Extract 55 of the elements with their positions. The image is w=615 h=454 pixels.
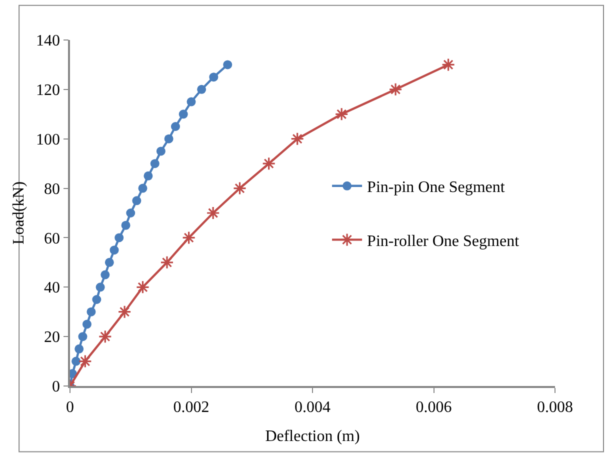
point <box>223 60 232 70</box>
x-tick-label: 0 <box>66 398 74 416</box>
point <box>78 332 88 342</box>
point <box>334 107 348 121</box>
point <box>156 146 166 156</box>
point <box>118 305 132 319</box>
point <box>72 356 81 366</box>
legend-label: Pin-roller One Segment <box>367 232 520 250</box>
point <box>98 330 112 344</box>
point <box>178 110 188 119</box>
x-axis-title: Deflection (m) <box>265 428 360 446</box>
point <box>78 354 92 368</box>
y-tick-label: 100 <box>36 131 60 148</box>
y-tick-label: 40 <box>44 280 60 297</box>
point <box>150 159 160 168</box>
y-axis-title: Load(kN) <box>10 181 28 245</box>
y-tick-label: 120 <box>36 82 60 100</box>
point <box>104 258 114 267</box>
point <box>92 295 102 304</box>
point <box>186 97 196 106</box>
point <box>232 181 247 196</box>
point <box>114 233 124 242</box>
point <box>206 206 220 220</box>
point <box>121 220 130 230</box>
y-tick-label: 20 <box>44 329 60 346</box>
x-tick-label: 0.006 <box>416 398 452 416</box>
point <box>126 208 136 218</box>
point <box>164 134 174 144</box>
legend-label: Pin-pin One Segment <box>367 179 506 196</box>
point <box>197 84 206 94</box>
point <box>136 280 150 294</box>
y-tick-label: 60 <box>44 230 60 248</box>
point <box>170 122 180 131</box>
point <box>144 171 153 180</box>
point <box>182 230 196 245</box>
point <box>442 58 456 72</box>
point <box>110 246 119 255</box>
point <box>74 344 84 354</box>
x-tick-label: 0.002 <box>173 398 210 416</box>
point <box>96 282 105 292</box>
point <box>290 132 304 146</box>
y-tick-label: 80 <box>44 180 60 198</box>
point <box>86 307 96 316</box>
point <box>82 320 92 329</box>
point <box>209 72 218 82</box>
point <box>262 156 276 170</box>
point <box>132 196 142 206</box>
point <box>138 184 148 193</box>
y-tick-label: 0 <box>52 378 60 396</box>
x-tick-label: 0.004 <box>294 398 330 416</box>
point <box>160 256 174 270</box>
point <box>388 82 402 96</box>
y-tick-label: 140 <box>36 32 60 50</box>
x-tick-label: 0.008 <box>537 398 573 416</box>
point <box>100 270 110 280</box>
